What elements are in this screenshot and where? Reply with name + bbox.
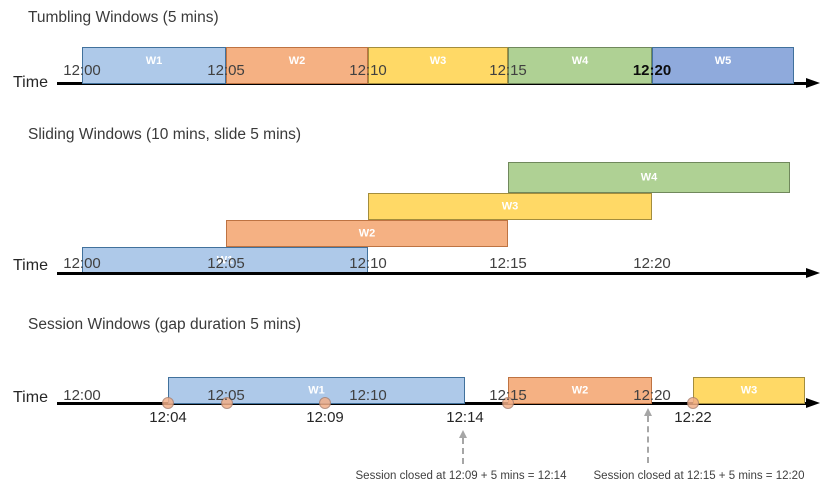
event-time-label-12-14: 12:14 [446,409,484,426]
sliding-tick-label-12-00: 12:00 [63,255,101,272]
tumbling-tick-label-12-05: 12:05 [207,62,245,79]
window-label-w2: W2 [358,227,376,239]
tumbling-tick-label-12-10: 12:10 [349,62,387,79]
time-axis-label-sliding: Time [13,257,48,274]
sliding-axis-arrowhead-icon [806,267,820,278]
section-title-tumbling: Tumbling Windows (5 mins) [28,9,219,26]
section-title-sliding: Sliding Windows (10 mins, slide 5 mins) [28,126,302,143]
sliding-axis-line [57,272,806,275]
sliding-window-w2: W2 [226,220,508,247]
window-label-w3: W3 [501,200,519,212]
event-time-label-12-22: 12:22 [674,409,712,426]
session-closed-annotation: Session closed at 12:09 + 5 mins = 12:14 [355,470,567,482]
section-title-session: Session Windows (gap duration 5 mins) [28,316,302,333]
annotation-arrow-line [462,438,464,464]
window-label-w2: W2 [571,384,589,396]
tumbling-window-w3: W3 [368,47,508,84]
event-dot [221,397,233,410]
event-dot [319,397,331,410]
tumbling-tick-label-12-00: 12:00 [63,62,101,79]
session-axis-arrowhead-icon [806,397,820,408]
tumbling-window-w4: W4 [508,47,652,84]
annotation-arrow-line [647,416,649,463]
sliding-tick-label-12-10: 12:10 [349,255,387,272]
session-window-w1: W1 [168,377,465,404]
session-closed-annotation: Session closed at 12:15 + 5 mins = 12:20 [593,470,805,482]
tumbling-window-w5: W5 [652,47,794,84]
session-tick-label-12-00: 12:00 [63,387,101,404]
window-label-w3: W3 [429,55,447,67]
session-tick-label-12-15: 12:15 [489,387,527,404]
event-time-label-12-09: 12:09 [306,409,344,426]
session-tick-label-12-10: 12:10 [349,387,387,404]
window-label-w5: W5 [714,55,732,67]
sliding-window-w4: W4 [508,162,790,193]
event-dot [502,397,514,410]
sliding-tick-label-12-20: 12:20 [633,255,671,272]
event-dot [162,397,174,410]
sliding-tick-label-12-15: 12:15 [489,255,527,272]
sliding-window-w3: W3 [368,193,652,220]
tumbling-window-w1: W1 [82,47,226,84]
tumbling-tick-label-12-15: 12:15 [489,62,527,79]
session-window-w2: W2 [508,377,652,404]
annotation-arrowhead-icon [643,408,652,416]
session-window-w3: W3 [693,377,805,404]
tumbling-tick-label-12-20: 12:20 [632,62,672,79]
window-label-w1: W1 [216,254,234,266]
window-label-w1: W1 [308,384,325,396]
event-time-label-12-04: 12:04 [149,409,187,426]
time-axis-label-session: Time [13,389,48,406]
sliding-tick-label-12-05: 12:05 [207,255,245,272]
annotation-arrowhead-icon [458,430,467,438]
event-dot [687,397,699,410]
window-label-w2: W2 [288,55,306,67]
session-tick-label-12-05: 12:05 [207,387,245,404]
window-label-w4: W4 [571,55,589,67]
tumbling-window-w2: W2 [226,47,368,84]
time-axis-label-tumbling: Time [13,74,48,91]
tumbling-axis-arrowhead-icon [806,77,820,88]
window-label-w4: W4 [640,171,658,183]
window-label-w3: W3 [740,384,758,396]
session-tick-label-12-20: 12:20 [633,387,671,404]
window-label-w1: W1 [145,55,163,67]
